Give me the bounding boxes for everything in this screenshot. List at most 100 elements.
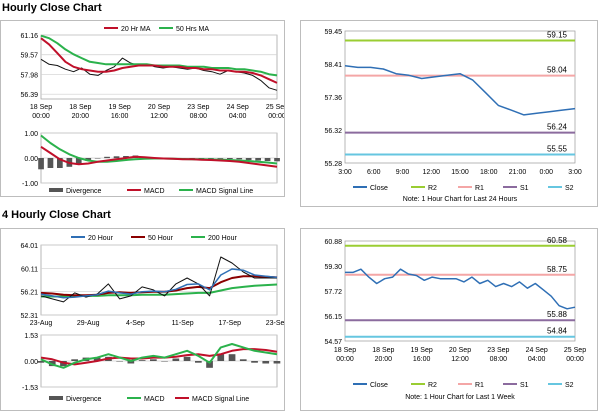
four-hour-levels-xtick-date: 24 Sep [526, 347, 548, 354]
hourly-levels-ytick: 59.45 [324, 29, 342, 36]
four-hour-divergence-bar [195, 361, 202, 363]
four-hour-divergence-bar [206, 361, 213, 368]
hourly-divergence-bar [75, 158, 82, 165]
hourly-price-ytick: 57.98 [20, 72, 38, 79]
hourly-macd-line [40, 145, 278, 168]
four-hour-legend-macd: MACD [144, 396, 165, 403]
four-hour-levels-xtick-time: 08:00 [490, 356, 508, 363]
hourly-price-xtick-date: 23 Sep [187, 104, 209, 111]
hourly-levels-s1-label: 56.24 [547, 123, 568, 132]
four-hour-legend-200: 200 Hour [208, 235, 237, 242]
four-hour-legend-divergence-swatch [49, 396, 63, 400]
four-hour-legend-signal: MACD Signal Line [192, 396, 249, 403]
four-hour-divergence-bar [71, 359, 78, 361]
hourly-levels-legend-s2: S2 [565, 185, 574, 192]
hourly-divergence-bar [227, 158, 233, 159]
four-hour-ma-chart: 64.01 60.11 56.21 52.31 20 Hour 50 Hour 200 Ho… [20, 235, 288, 403]
four-hour-price-ytick: 64.01 [20, 243, 38, 250]
hourly-divergence-bar [255, 158, 261, 161]
four-hour-levels-ytick: 59.30 [324, 264, 342, 271]
hourly-levels-note: Note: 1 Hour Chart for Last 24 Hours [403, 196, 518, 203]
hourly-divergence-bar [236, 158, 243, 160]
four-hour-levels-ytick: 60.88 [324, 239, 342, 246]
four-hour-levels-chart: 60.88 59.30 57.72 56.15 54.57 60.58 58.75 55.88… [324, 236, 586, 401]
four-hour-price-plot-frame [40, 244, 278, 316]
four-hour-levels-xtick-time: 12:00 [451, 356, 469, 363]
hourly-price-xtick-time: 20:00 [72, 113, 90, 120]
hourly-levels-close-line [344, 65, 576, 116]
four-hourly-section-title: 4 Hourly Close Chart [2, 209, 111, 221]
four-hour-price-ytick: 60.11 [21, 266, 38, 273]
four-hour-divergence-bar [251, 361, 258, 363]
hourly-levels-xtick: 6:00 [367, 169, 381, 176]
four-hour-levels-legend-r1: R1 [475, 382, 484, 389]
hourly-divergence-bar [104, 156, 110, 159]
four-hour-levels-s2-label: 54.84 [547, 327, 568, 336]
hourly-levels-ytick: 55.28 [324, 161, 342, 168]
four-hour-divergence-bar [116, 361, 123, 362]
hourly-divergence-bar [189, 158, 195, 159]
four-hour-levels-legend-close: Close [370, 382, 388, 389]
hourly-price-xtick-date: 20 Sep [148, 104, 170, 111]
four-hour-levels-panel: 60.88 59.30 57.72 56.15 54.57 60.58 58.75 55.88… [300, 228, 598, 411]
four-hour-levels-plot-frame [344, 240, 576, 342]
four-hour-divergence-bar [150, 359, 157, 361]
four-hour-20ma-line [40, 268, 278, 299]
hourly-divergence-bar [113, 156, 120, 159]
hourly-divergence-bar [208, 158, 214, 159]
hourly-divergence-bar [274, 158, 280, 162]
hourly-levels-chart: 59.45 58.41 57.36 56.32 55.28 59.15 58.04 56.24… [324, 29, 582, 203]
four-hour-price-xtick: 4-Sep [126, 320, 145, 327]
four-hour-price-xtick: 23-Aug [30, 320, 53, 327]
four-hour-levels-xtick-time: 20:00 [375, 356, 393, 363]
four-hour-levels-xtick-time: 00:00 [336, 356, 354, 363]
hourly-levels-ytick: 56.32 [324, 128, 342, 135]
four-hour-levels-xtick-time: 16:00 [413, 356, 431, 363]
hourly-legend-macd: MACD [144, 188, 165, 195]
four-hour-divergence-bar [93, 357, 101, 361]
hourly-price-xtick-date: 24 Sep [227, 104, 249, 111]
hourly-price-xtick-time: 08:00 [190, 113, 208, 120]
hourly-levels-xtick: 3:00 [568, 169, 582, 176]
hourly-levels-panel: 59.45 58.41 57.36 56.32 55.28 59.15 58.04 56.24… [300, 20, 598, 207]
four-hour-levels-xtick-date: 19 Sep [411, 347, 433, 354]
hourly-divergence-bar [38, 158, 44, 170]
hourly-price-xtick-date: 19 Sep [109, 104, 131, 111]
four-hour-macd-ytick: 1.53 [24, 333, 38, 340]
hourly-macd-ytick: -1.00 [22, 181, 38, 188]
four-hour-levels-ytick: 54.57 [324, 339, 342, 346]
four-hour-levels-xtick-date: 20 Sep [449, 347, 471, 354]
hourly-levels-xtick: 12:00 [422, 169, 440, 176]
hourly-legend-50ma: 50 Hrs MA [176, 26, 209, 33]
four-hour-legend-50: 50 Hour [148, 235, 174, 242]
four-hour-macd-ytick: 0.00 [24, 359, 38, 366]
hourly-price-xtick-date: 18 Sep [30, 104, 52, 111]
four-hour-levels-s1-label: 55.88 [547, 310, 568, 319]
four-hour-levels-legend-s1: S1 [520, 382, 529, 389]
hourly-50ma-line [40, 34, 278, 77]
four-hour-divergence-bar [183, 356, 191, 361]
hourly-legend-signal: MACD Signal Line [196, 188, 253, 195]
four-hour-levels-xtick-time: 04:00 [528, 356, 546, 363]
four-hour-divergence-bar [138, 360, 146, 361]
four-hour-divergence-bar [228, 354, 236, 361]
four-hour-levels-xtick-date: 18 Sep [334, 347, 356, 354]
four-hour-levels-legend-r2: R2 [428, 382, 437, 389]
four-hour-price-ytick: 56.21 [20, 290, 38, 297]
four-hour-levels-ytick: 57.72 [324, 289, 342, 296]
four-hour-legend-20: 20 Hour [88, 235, 114, 242]
hourly-price-xtick-date: 18 Sep [69, 104, 91, 111]
four-hour-divergence-bar [172, 358, 180, 361]
hourly-price-xtick-time: 04:00 [229, 113, 247, 120]
four-hour-levels-xtick-date: 23 Sep [487, 347, 509, 354]
four-hour-levels-xtick-date: 18 Sep [372, 347, 394, 354]
hourly-divergence-bar [57, 158, 63, 168]
hourly-levels-xtick: 21:00 [509, 169, 527, 176]
hourly-divergence-bar [47, 158, 54, 168]
four-hour-levels-ytick: 56.15 [324, 314, 342, 321]
four-hour-price-line [40, 256, 277, 303]
hourly-price-ytick: 61.16 [20, 33, 38, 40]
hourly-levels-r1-label: 58.04 [547, 66, 568, 75]
four-hour-divergence-bar [273, 361, 281, 364]
hourly-levels-legend-close: Close [370, 185, 388, 192]
